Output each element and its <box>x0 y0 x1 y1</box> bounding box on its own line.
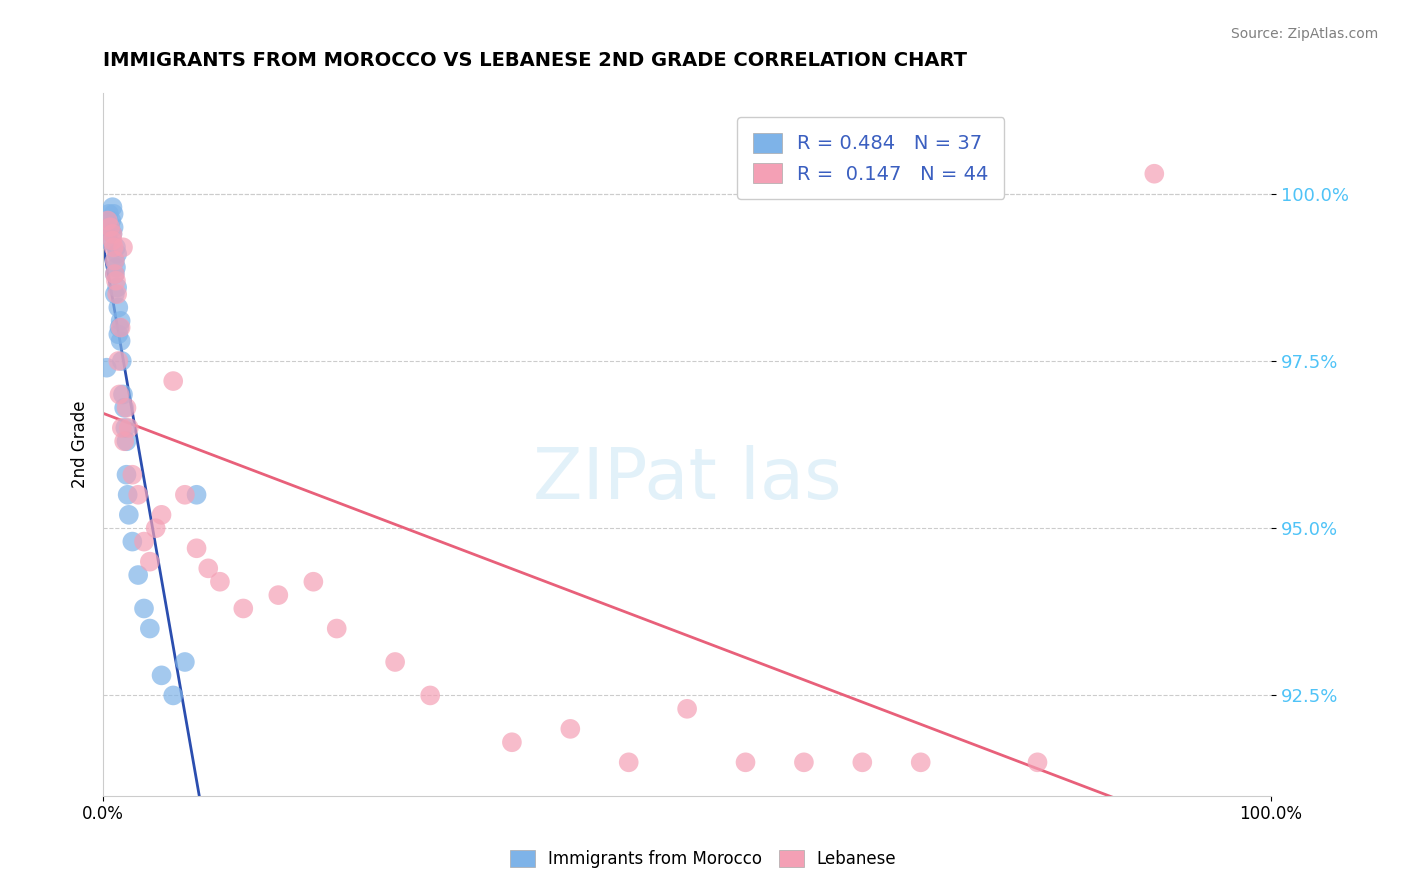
Point <box>101 227 124 241</box>
Point <box>114 421 136 435</box>
Point <box>105 247 128 261</box>
Point <box>111 240 134 254</box>
Point <box>98 207 121 221</box>
Point <box>104 253 127 268</box>
Point <box>98 234 121 248</box>
Point <box>162 374 184 388</box>
Point <box>107 301 129 315</box>
Point <box>302 574 325 589</box>
Point <box>101 227 124 241</box>
Point <box>197 561 219 575</box>
Point <box>101 200 124 214</box>
Point <box>560 722 582 736</box>
Point <box>108 387 131 401</box>
Point <box>111 354 134 368</box>
Point <box>97 213 120 227</box>
Point <box>104 274 127 288</box>
Point <box>96 360 118 375</box>
Point <box>162 689 184 703</box>
Point <box>384 655 406 669</box>
Point <box>115 401 138 415</box>
Point <box>127 568 149 582</box>
Point <box>103 240 125 254</box>
Point <box>104 287 127 301</box>
Point <box>793 756 815 770</box>
Point <box>104 253 127 268</box>
Point <box>105 287 128 301</box>
Legend: Immigrants from Morocco, Lebanese: Immigrants from Morocco, Lebanese <box>503 843 903 875</box>
Point <box>139 555 162 569</box>
Point <box>103 207 125 221</box>
Point <box>232 601 254 615</box>
Point <box>104 267 127 281</box>
Text: Source: ZipAtlas.com: Source: ZipAtlas.com <box>1230 27 1378 41</box>
Point <box>110 314 132 328</box>
Point <box>118 421 141 435</box>
Point <box>139 622 162 636</box>
Point <box>104 240 127 254</box>
Legend: R = 0.484   N = 37, R =  0.147   N = 44: R = 0.484 N = 37, R = 0.147 N = 44 <box>737 117 1004 199</box>
Point <box>617 756 640 770</box>
Point <box>121 467 143 482</box>
Point <box>103 220 125 235</box>
Text: ZIPat las: ZIPat las <box>533 445 841 514</box>
Point <box>101 234 124 248</box>
Point <box>173 488 195 502</box>
Point <box>115 434 138 449</box>
Point <box>121 534 143 549</box>
Point <box>104 267 127 281</box>
Point <box>98 220 121 235</box>
Y-axis label: 2nd Grade: 2nd Grade <box>72 401 89 488</box>
Point <box>1026 756 1049 770</box>
Point <box>132 534 155 549</box>
Point <box>111 387 134 401</box>
Point <box>267 588 290 602</box>
Point <box>127 488 149 502</box>
Point <box>98 220 121 235</box>
Point <box>100 213 122 227</box>
Point <box>132 601 155 615</box>
Point <box>104 260 127 275</box>
Point <box>108 320 131 334</box>
Point <box>107 327 129 342</box>
Point <box>110 334 132 348</box>
Point <box>107 354 129 368</box>
Point <box>150 508 173 522</box>
Point <box>676 702 699 716</box>
Point <box>208 574 231 589</box>
Point <box>186 488 208 502</box>
Point <box>734 756 756 770</box>
Point <box>115 467 138 482</box>
Text: IMMIGRANTS FROM MOROCCO VS LEBANESE 2ND GRADE CORRELATION CHART: IMMIGRANTS FROM MOROCCO VS LEBANESE 2ND … <box>103 51 967 70</box>
Point <box>325 622 347 636</box>
Point <box>112 401 135 415</box>
Point <box>117 488 139 502</box>
Point <box>111 421 134 435</box>
Point <box>419 689 441 703</box>
Point <box>105 280 128 294</box>
Point <box>186 541 208 556</box>
Point <box>910 756 932 770</box>
Point <box>173 655 195 669</box>
Point <box>501 735 523 749</box>
Point <box>145 521 167 535</box>
Point <box>1143 167 1166 181</box>
Point <box>150 668 173 682</box>
Point <box>118 508 141 522</box>
Point <box>110 320 132 334</box>
Point <box>112 434 135 449</box>
Point <box>851 756 873 770</box>
